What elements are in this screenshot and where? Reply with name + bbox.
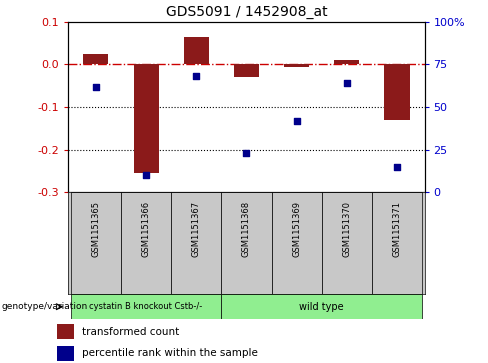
Bar [385,65,409,120]
Point [293,118,301,124]
Point [343,80,351,86]
Bar [222,192,271,294]
Text: percentile rank within the sample: percentile rank within the sample [82,348,258,358]
Bar [284,65,309,66]
Bar [57,346,74,361]
Bar [183,37,209,65]
Bar [83,54,108,65]
Bar [171,192,222,294]
Text: cystatin B knockout Cstb-/-: cystatin B knockout Cstb-/- [89,302,203,311]
Bar [57,324,74,339]
Bar [234,65,259,77]
Point [142,172,150,178]
Point [243,150,250,156]
Bar [271,192,322,294]
Title: GDS5091 / 1452908_at: GDS5091 / 1452908_at [165,5,327,19]
Text: GSM1151369: GSM1151369 [292,200,301,257]
Text: transformed count: transformed count [82,327,179,337]
Text: GSM1151367: GSM1151367 [192,200,201,257]
Bar [334,60,359,65]
Point [92,84,100,90]
Text: wild type: wild type [300,302,344,312]
Point [393,164,401,170]
Text: GSM1151368: GSM1151368 [242,200,251,257]
Text: GSM1151365: GSM1151365 [91,200,101,257]
Text: GSM1151370: GSM1151370 [342,200,351,257]
Bar [71,192,121,294]
Bar [322,192,372,294]
Bar [222,294,422,319]
Text: GSM1151366: GSM1151366 [142,200,151,257]
Bar [71,294,222,319]
Text: genotype/variation: genotype/variation [1,302,88,311]
Point [192,73,200,79]
Bar [121,192,171,294]
Text: GSM1151371: GSM1151371 [392,200,402,257]
Bar [372,192,422,294]
Bar [134,65,159,173]
